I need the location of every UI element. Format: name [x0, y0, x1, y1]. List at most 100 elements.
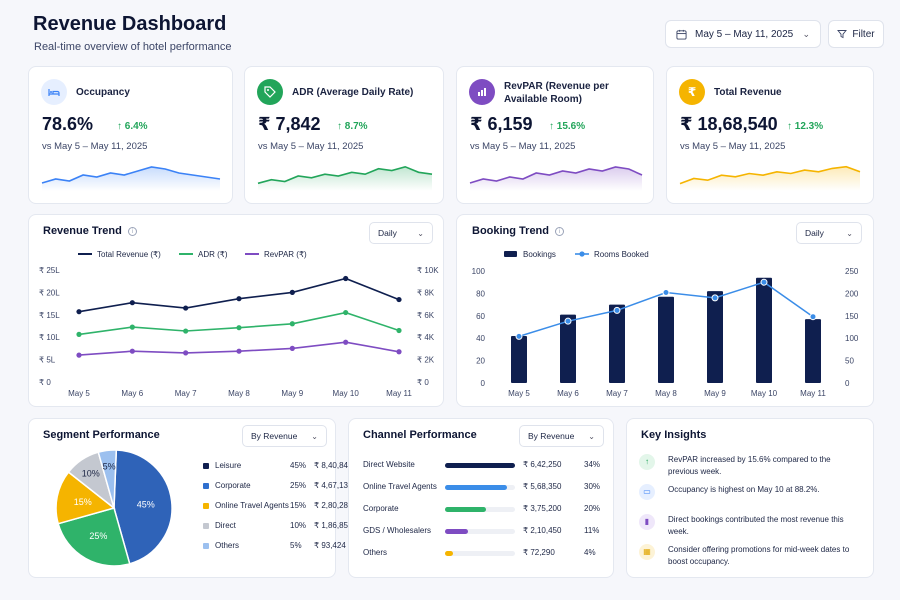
sparkline-line	[41, 166, 221, 184]
data-point[interactable]	[289, 345, 295, 351]
channel-metric-select[interactable]: By Revenue ⌄	[519, 425, 604, 447]
kpi-compare: vs May 5 – May 11, 2025	[470, 141, 576, 152]
x-tick-label: May 9	[704, 389, 726, 398]
data-point[interactable]	[289, 321, 295, 327]
x-tick-label: May 9	[281, 389, 303, 398]
calendar-icon	[676, 29, 687, 40]
kpi-card-adr[interactable]: ADR (Average Daily Rate) ₹ 7,842 ↑ 8.7% …	[244, 66, 444, 204]
bar[interactable]	[756, 277, 772, 383]
bar-chart-icon	[478, 88, 486, 96]
legend-swatch	[203, 503, 209, 509]
x-tick-label: May 6	[121, 389, 143, 398]
data-point[interactable]	[76, 309, 82, 315]
sparkline-area	[42, 167, 220, 191]
data-point[interactable]	[236, 296, 242, 302]
channel-title: Channel Performance	[363, 429, 477, 441]
data-point[interactable]	[613, 306, 621, 314]
data-point[interactable]	[129, 348, 135, 354]
data-point[interactable]	[76, 352, 82, 358]
sparkline-line	[257, 165, 433, 185]
channel-bar	[445, 463, 515, 468]
data-point[interactable]	[396, 296, 402, 303]
pie-slice[interactable]	[55, 471, 116, 525]
data-point[interactable]	[760, 278, 768, 286]
kpi-icon-wrap: ₹	[679, 79, 705, 105]
kpi-delta-value: 8.7%	[344, 121, 368, 132]
y-right-tick-label: 250	[845, 267, 859, 276]
y-right-tick-label: ₹ 10K	[417, 266, 439, 275]
channel-bar	[445, 529, 468, 534]
y-left-tick-label: 20	[476, 357, 485, 366]
y-right-tick-label: 150	[845, 312, 859, 321]
bed-icon: ▭	[639, 484, 655, 500]
segment-amount: ₹ 2,80,284	[314, 501, 353, 510]
data-point[interactable]	[183, 305, 189, 311]
data-point[interactable]	[343, 275, 349, 282]
info-icon[interactable]: i	[555, 227, 564, 236]
revenue-trend-period-select[interactable]: Daily ⌄	[369, 222, 433, 244]
bed-icon	[48, 89, 60, 96]
data-point[interactable]	[129, 300, 135, 306]
segment-metric-select[interactable]: By Revenue ⌄	[242, 425, 327, 447]
bar[interactable]	[805, 319, 821, 383]
segment-pct: 15%	[290, 501, 307, 510]
data-point[interactable]	[662, 289, 670, 297]
x-tick-label: May 6	[557, 389, 579, 398]
filter-button[interactable]: Filter	[828, 20, 884, 48]
data-point[interactable]	[711, 294, 719, 302]
kpi-delta: ↑ 6.4%	[117, 121, 148, 132]
bar[interactable]	[560, 314, 576, 383]
data-point[interactable]	[515, 332, 523, 340]
channel-name: Others	[363, 548, 388, 557]
pie-slice[interactable]	[97, 449, 118, 509]
kpi-label: Occupancy	[76, 87, 130, 98]
bar[interactable]	[707, 291, 723, 383]
data-point[interactable]	[183, 350, 189, 356]
data-point[interactable]	[343, 309, 349, 316]
pie-slice[interactable]	[57, 507, 131, 567]
bar[interactable]	[658, 296, 674, 383]
y-right-tick-label: 50	[845, 357, 854, 366]
kpi-label: RevPAR (Revenue per Available Room)	[504, 81, 609, 105]
x-tick-label: May 7	[175, 389, 197, 398]
data-point[interactable]	[129, 324, 135, 330]
segment-amount: ₹ 1,86,854	[314, 521, 353, 530]
data-point[interactable]	[809, 313, 817, 321]
channel-row: Direct Website ₹ 6,42,250 34%	[363, 459, 603, 473]
pie-slice-label: 45%	[137, 499, 155, 509]
kpi-card-total-revenue[interactable]: ₹ Total Revenue ₹ 18,68,540 ↑ 12.3% vs M…	[666, 66, 874, 204]
x-tick-label: May 10	[751, 389, 778, 398]
legend-swatch	[203, 543, 209, 549]
kpi-card-revpar[interactable]: RevPAR (Revenue per Available Room) ₹ 6,…	[456, 66, 654, 204]
data-point[interactable]	[183, 328, 189, 334]
kpi-card-occupancy[interactable]: Occupancy 78.6% ↑ 6.4% vs May 5 – May 11…	[28, 66, 233, 204]
channel-amount: ₹ 5,68,350	[523, 482, 562, 491]
y-right-tick-label: 200	[845, 289, 859, 298]
segment-row: Corporate 25% ₹ 4,67,135	[203, 480, 353, 494]
legend-label: Rooms Booked	[594, 250, 649, 259]
data-point[interactable]	[289, 289, 295, 295]
revenue-trend-title: Revenue Trend	[43, 225, 122, 237]
channel-pct: 20%	[584, 504, 601, 513]
info-icon[interactable]: i	[127, 227, 137, 236]
channel-row: GDS / Wholesalers ₹ 2,10,450 11%	[363, 525, 603, 539]
bar[interactable]	[609, 304, 625, 383]
kpi-delta-value: 15.6%	[556, 121, 586, 132]
data-point[interactable]	[76, 331, 82, 337]
booking-trend-period-select[interactable]: Daily ⌄	[796, 222, 862, 244]
data-point[interactable]	[564, 317, 572, 325]
panel-title: Revenue Trend i	[43, 225, 137, 237]
pie-slice[interactable]	[113, 449, 173, 565]
legend-swatch	[203, 523, 209, 529]
series-line	[78, 277, 400, 313]
bar-chart-icon: ▮	[639, 514, 655, 530]
date-range-picker[interactable]: May 5 – May 11, 2025 ⌄	[665, 20, 821, 48]
segment-pct: 45%	[290, 461, 307, 470]
data-point[interactable]	[343, 339, 349, 345]
bar[interactable]	[511, 335, 527, 383]
data-point[interactable]	[236, 348, 242, 354]
data-point[interactable]	[396, 327, 402, 334]
data-point[interactable]	[236, 325, 242, 331]
date-range-label: May 5 – May 11, 2025	[695, 28, 794, 40]
data-point[interactable]	[396, 349, 402, 355]
